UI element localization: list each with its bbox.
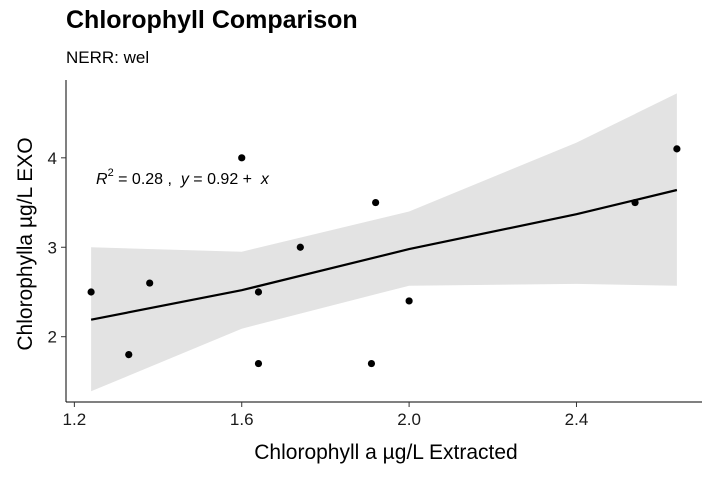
chart-subtitle: NERR: wel	[66, 48, 150, 67]
x-tick-label: 2.0	[397, 410, 421, 429]
fit-annotation: R2 = 0.28 , y = 0.92 + x	[96, 167, 270, 188]
eq-x-symbol: x	[260, 171, 270, 188]
regression-line	[90, 188, 678, 321]
data-point	[405, 297, 413, 305]
data-point	[631, 198, 639, 207]
regression-line-layer	[90, 188, 678, 321]
r2-value: = 0.28 ,	[114, 171, 181, 188]
r2-symbol: R	[96, 171, 108, 188]
data-point	[372, 198, 380, 207]
chart-title: Chlorophyll Comparison	[66, 6, 358, 34]
y-axis-title: Chlorophylla µg/L EXO	[14, 137, 37, 350]
confidence-band-layer	[91, 93, 677, 392]
data-point	[296, 243, 304, 251]
data-point	[125, 350, 133, 359]
data-point	[87, 288, 95, 296]
r2-exponent: 2	[108, 167, 114, 179]
y-tick-label: 4	[48, 149, 57, 168]
confidence-band	[91, 93, 677, 392]
data-point	[367, 359, 376, 368]
y-tick-label: 3	[48, 238, 57, 257]
x-tick-label: 2.4	[565, 410, 589, 429]
x-axis-title: Chlorophyll a µg/L Extracted	[254, 441, 517, 464]
x-tick-label: 1.2	[63, 410, 87, 429]
data-point	[254, 359, 263, 368]
data-point	[254, 288, 263, 296]
y-tick-label: 2	[48, 328, 57, 347]
data-point	[238, 154, 246, 162]
data-point	[146, 279, 154, 287]
data-point	[673, 145, 681, 153]
points-layer	[87, 145, 681, 368]
eq-value: = 0.92 +	[189, 171, 261, 188]
eq-y-symbol: y	[180, 171, 190, 188]
x-tick-label: 1.6	[230, 410, 254, 429]
axes-layer: 1.2 1.6 2.0 2.4 2 3 4	[48, 80, 702, 429]
